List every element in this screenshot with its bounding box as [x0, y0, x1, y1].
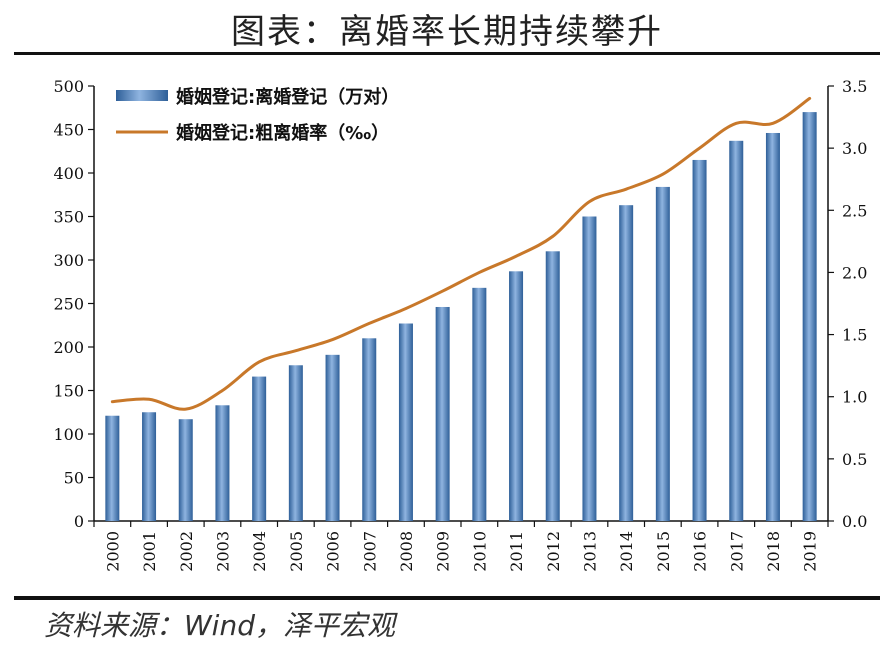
y-left-tick-label: 400	[53, 164, 84, 183]
y-left-tick-label: 300	[53, 251, 84, 270]
bar-2019	[802, 112, 817, 521]
line-point-2013	[588, 200, 591, 203]
line-point-2006	[331, 338, 334, 341]
x-tick-label: 2007	[360, 531, 379, 572]
y-left-tick-label: 500	[53, 77, 84, 96]
line-point-2004	[257, 360, 261, 364]
line-point-2010	[478, 271, 481, 274]
title-divider	[14, 52, 880, 55]
x-tick-label: 2016	[691, 531, 710, 572]
bar-2003	[215, 405, 230, 521]
x-tick-label: 2000	[103, 531, 122, 572]
bar-2012	[545, 251, 560, 522]
line-point-2019	[808, 97, 811, 100]
line-point-2015	[661, 173, 665, 176]
bar-2006	[325, 354, 340, 521]
x-tick-label: 2009	[434, 531, 453, 572]
y-right-tick-label: 3.5	[842, 77, 867, 96]
x-tick-label: 2004	[250, 531, 269, 572]
x-tick-label: 2003	[213, 531, 232, 572]
line-point-2008	[404, 307, 408, 310]
bar-2011	[509, 271, 524, 521]
bar-2014	[619, 205, 634, 521]
y-right-tick-label: 3.0	[842, 139, 867, 158]
x-tick-label: 2012	[544, 531, 563, 572]
bar-2009	[435, 306, 450, 521]
x-tick-label: 2006	[324, 531, 343, 572]
source-note: 资料来源：Wind，泽平宏观	[44, 609, 395, 642]
line-point-2000	[111, 400, 114, 403]
x-tick-label: 2019	[801, 531, 820, 572]
x-tick-label: 2008	[397, 531, 416, 572]
x-tick-label: 2017	[727, 531, 746, 572]
y-right-tick-label: 0.5	[842, 450, 867, 469]
y-left-tick-label: 350	[53, 208, 84, 227]
line-point-2017	[735, 122, 738, 125]
line-point-2007	[368, 322, 371, 325]
y-right-tick-label: 2.5	[842, 201, 867, 220]
bar-2007	[362, 338, 377, 521]
source-divider	[14, 596, 880, 600]
y-left-tick-label: 0	[74, 512, 84, 531]
line-point-2011	[514, 255, 518, 258]
line-point-2002	[184, 407, 187, 411]
bar-series	[105, 112, 817, 522]
y-left-tick-label: 100	[53, 425, 84, 444]
x-tick-label: 2015	[654, 531, 673, 572]
y-left-tick-label: 150	[53, 382, 84, 401]
line-point-2012	[551, 235, 554, 238]
y-right-tick-label: 2.0	[842, 263, 867, 282]
line-point-2001	[147, 398, 151, 401]
x-tick-label: 2010	[470, 531, 489, 572]
y-left-tick-label: 200	[53, 338, 84, 357]
line-point-2005	[294, 349, 298, 352]
bar-2016	[692, 159, 707, 521]
bar-2005	[288, 365, 303, 521]
y-left-tick-label: 250	[53, 295, 84, 314]
legend-bar-swatch	[116, 90, 168, 101]
bar-2004	[252, 376, 267, 521]
x-tick-label: 2018	[764, 531, 783, 572]
line-point-2003	[221, 389, 224, 392]
line-point-2016	[698, 146, 701, 150]
y-right-tick-label: 1.0	[842, 388, 867, 407]
bar-2013	[582, 216, 597, 521]
bar-2001	[142, 412, 157, 521]
x-tick-label: 2014	[617, 531, 636, 572]
y-left-tick-label: 450	[53, 121, 84, 140]
combo-chart: 0 50 100 150 200 250 300 350 400 450 500 0.0 0.5 1.0 1…	[53, 77, 867, 572]
y-left-tick-label: 50	[64, 469, 84, 488]
y-right-tick-label: 0.0	[842, 512, 867, 531]
x-tick-label: 2002	[177, 531, 196, 572]
bar-2017	[729, 140, 744, 521]
x-tick-label: 2013	[580, 531, 599, 572]
line-point-2018	[771, 122, 775, 125]
bar-2010	[472, 287, 487, 521]
line-point-2014	[624, 187, 628, 191]
x-tick-label: 2005	[287, 531, 306, 572]
line-series	[110, 96, 812, 411]
chart-legend: 婚姻登记:离婚登记（万对） 婚姻登记:粗离婚率（‰）	[116, 86, 399, 144]
bar-2018	[765, 132, 780, 522]
bar-2000	[105, 415, 120, 521]
bar-2002	[178, 419, 193, 521]
line-point-2009	[441, 289, 444, 293]
legend-bar-label: 婚姻登记:离婚登记（万对）	[176, 86, 399, 108]
x-tick-label: 2001	[140, 531, 159, 572]
bar-2015	[655, 186, 670, 522]
chart-axes: 0 50 100 150 200 250 300 350 400 450 500 0.0 0.5 1.0 1…	[53, 77, 867, 572]
legend-line-label: 婚姻登记:粗离婚率（‰）	[176, 122, 389, 144]
divorce-rate-line	[110, 96, 812, 411]
x-tick-label: 2011	[507, 531, 526, 572]
bar-2008	[398, 323, 413, 521]
y-right-tick-label: 1.5	[842, 326, 867, 345]
chart-title: 图表：离婚率长期持续攀升	[231, 12, 663, 52]
